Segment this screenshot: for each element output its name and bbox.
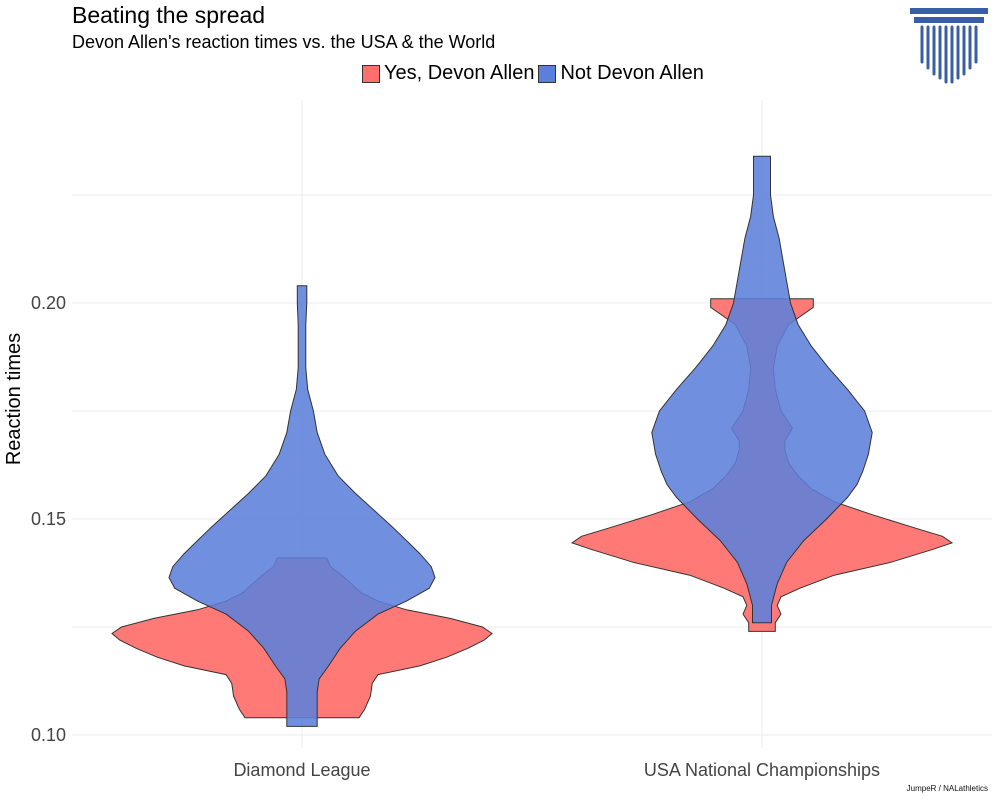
y-tick-label: 0.15 [31,509,66,529]
legend-swatch-not-devon [538,64,557,83]
legend: Yes, Devon Allen Not Devon Allen [362,62,708,85]
series-not-devon-allen [168,155,873,727]
legend-label-not-devon: Not Devon Allen [560,62,704,84]
legend-label-devon: Yes, Devon Allen [384,62,535,84]
x-tick-label: USA National Championships [644,760,880,780]
legend-item-not-devon: Not Devon Allen [538,62,704,85]
credit-text: JumpeR / NALathletics [906,784,988,793]
violin-not-devon-allen-usa-championships [651,155,873,624]
y-tick-label: 0.20 [31,293,66,313]
legend-item-devon: Yes, Devon Allen [362,62,534,85]
chart-subtitle: Devon Allen's reaction times vs. the USA… [72,32,496,52]
column-pillar-icon [910,8,988,84]
chart-title: Beating the spread [72,2,266,28]
legend-swatch-devon [362,64,380,83]
violin-not-devon-allen-diamond-league [168,285,436,727]
y-axis-title: Reaction times [3,333,25,465]
x-tick-label: Diamond League [233,760,370,780]
y-tick-label: 0.10 [31,725,66,745]
